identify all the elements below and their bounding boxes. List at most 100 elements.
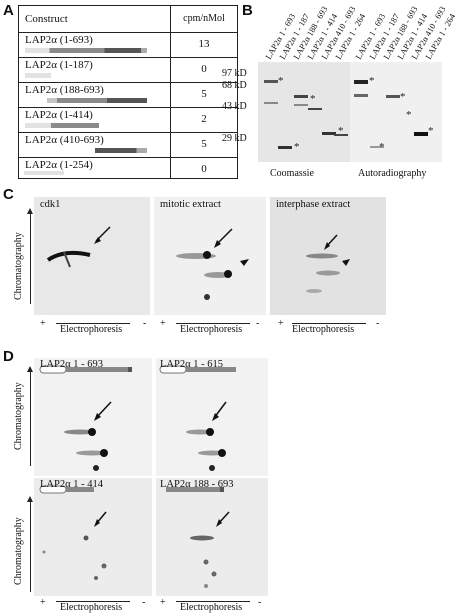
c-yaxis-arrow [30,212,31,304]
coomassie-caption: Coomassie [270,168,314,179]
d-plus-1: + [40,597,46,608]
d-xaxis-arrow-1 [56,601,130,602]
gel-label-d-1-693: LAP2α 1 - 693 [40,359,103,370]
svg-text:*: * [310,93,316,105]
c-xaxis-label-3: Electrophoresis [292,324,355,335]
gel-label-interphase: interphase extract [276,199,351,210]
gel-cdk1-spots [46,226,111,268]
c-xaxis-arrow-1 [56,323,130,324]
construct-bar [95,148,147,153]
c-xaxis-label-1: Electrophoresis [60,324,123,335]
panel-a-label: A [3,2,14,19]
c-minus-2: - [256,318,260,329]
marker-29: 29 kD [222,133,247,144]
coomassie-gel: * * * * [258,62,350,162]
gel-d-188-693-spots [166,487,230,588]
gel-d-188-693 [156,478,268,596]
c-minus-1: - [143,318,147,329]
table-row: LAP2α (188-693) 5 [19,83,237,108]
svg-text:*: * [400,91,406,103]
construct-name: LAP2α (1-187) [25,59,93,71]
construct-name: LAP2α (410-693) [25,134,104,146]
marker-68: 68 kD [222,80,247,91]
d-xaxis-arrow-2 [176,601,250,602]
d-yaxis-label-2: Chromatography [13,517,24,585]
construct-value: 5 [201,138,207,150]
svg-text:*: * [338,125,344,137]
construct-value: 5 [201,88,207,100]
gel-d-1-414 [34,478,152,596]
d-xaxis-label-1: Electrophoresis [60,602,123,613]
autoradiography-gel: * * * * * [350,62,442,162]
d-minus-2: - [258,597,262,608]
construct-header: Construct [25,13,68,25]
construct-table: Construct cpm/nMol LAP2α (1-693) 13 LAP2… [18,5,238,179]
d-yaxis-arrowhead-2 [27,496,33,502]
gel-d-1-693-spots [39,365,132,471]
d-yaxis-label-1: Chromatography [13,382,24,450]
c-minus-3: - [376,318,380,329]
table-row: LAP2α (1-254) 0 [19,158,237,178]
c-yaxis-arrowhead [27,208,33,214]
gel-d-1-693 [34,358,152,476]
d-xaxis-label-2: Electrophoresis [180,602,243,613]
table-header: Construct cpm/nMol [19,6,237,33]
c-xaxis-arrow-2 [176,323,250,324]
construct-bar [25,123,99,128]
d-yaxis-arrow-1 [30,370,31,466]
construct-bar [24,171,64,175]
construct-bar [47,98,147,103]
svg-text:*: * [379,141,385,153]
gel-d-1-615 [156,358,268,476]
c-xaxis-arrow-3 [292,323,366,324]
autoradiography-bands: * * * * * [354,75,434,153]
construct-name: LAP2α (1-254) [25,159,93,171]
construct-bar [25,73,51,78]
gel-interphase [270,197,386,315]
panel-c-label: C [3,186,14,203]
construct-value: 13 [198,38,210,50]
coomassie-bands: * * * * [264,75,348,153]
svg-text:*: * [369,75,375,87]
panel-d-label: D [3,348,14,365]
gel-d-1-615-spots [159,365,236,471]
c-plus-2: + [160,318,166,329]
c-plus-3: + [278,318,284,329]
table-row: LAP2α (1-187) 0 [19,58,237,83]
svg-text:*: * [278,75,284,87]
construct-value: 0 [201,63,207,75]
panel-b-label: B [242,2,253,19]
construct-name: LAP2α (188-693) [25,84,104,96]
marker-43: 43 kD [222,101,247,112]
gel-label-d-1-615: LAP2α 1 - 615 [160,359,223,370]
gel-d-1-414-spots [39,485,107,580]
c-xaxis-label-2: Electrophoresis [180,324,243,335]
gel-label-cdk1: cdk1 [40,199,61,210]
gel-interphase-spots [306,234,350,293]
d-yaxis-arrow-2 [30,500,31,592]
lane-labels: LAP2α 1 - 693 LAP2α 1 - 187 LAP2α 188 - 69… [262,0,472,62]
d-plus-2: + [160,597,166,608]
autoradiography-caption: Autoradiography [358,168,427,179]
gel-mitotic-spots [176,228,249,300]
gel-label-d-188-693: LAP2α 188 - 693 [160,479,234,490]
value-header: cpm/nMol [183,13,225,24]
gel-mitotic [154,197,266,315]
construct-value: 2 [201,113,207,125]
table-row: LAP2α (1-414) 2 [19,108,237,133]
gel-label-d-1-414: LAP2α 1 - 414 [40,479,103,490]
c-plus-1: + [40,318,46,329]
d-minus-1: - [142,597,146,608]
marker-97: 97 kD [222,68,247,79]
gel-label-mitotic: mitotic extract [160,199,221,210]
table-row: LAP2α (1-693) 13 [19,33,237,58]
construct-value: 0 [201,163,207,175]
construct-name: LAP2α (1-693) [25,34,93,46]
gel-cdk1 [34,197,150,315]
construct-name: LAP2α (1-414) [25,109,93,121]
svg-text:*: * [428,125,434,137]
c-yaxis-label: Chromatography [13,232,24,300]
svg-text:*: * [294,141,300,153]
svg-text:*: * [406,109,412,121]
